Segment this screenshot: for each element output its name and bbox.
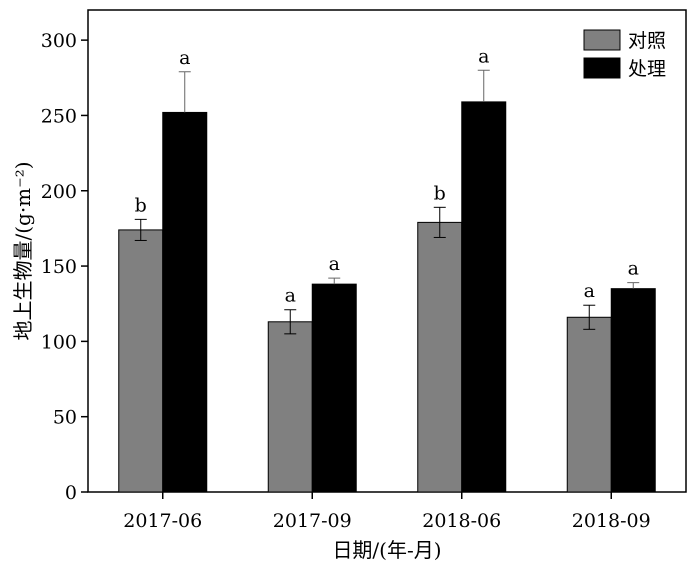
significance-label: a <box>628 258 639 280</box>
x-tick-label: 2017-09 <box>273 510 352 532</box>
y-axis-title: 地上生物量/(g·m⁻²) <box>11 161 35 340</box>
legend-swatch <box>583 57 621 79</box>
x-tick-label: 2018-09 <box>572 510 651 532</box>
significance-label: a <box>584 280 595 302</box>
x-axis-title: 日期/(年-月) <box>332 538 441 562</box>
y-tick-label: 0 <box>65 482 77 504</box>
bar <box>162 111 208 493</box>
bar <box>311 283 357 493</box>
y-tick-label: 200 <box>41 181 77 203</box>
y-tick-label: 150 <box>41 256 77 278</box>
bar <box>417 221 463 493</box>
plot-area: 0 50 100 150 200 250 300 2017-06 b a 2017-09 a a 2018… <box>41 9 687 532</box>
bar <box>267 321 313 493</box>
bar <box>610 288 656 493</box>
x-tick-label: 2017-06 <box>123 510 202 532</box>
legend-swatch <box>583 29 621 51</box>
significance-label: b <box>135 194 147 216</box>
legend-label: 对照 <box>628 30 666 52</box>
bar <box>461 101 507 493</box>
significance-label: b <box>434 182 446 204</box>
significance-label: a <box>285 285 296 307</box>
y-tick-label: 50 <box>53 407 77 429</box>
plot-frame <box>87 9 687 493</box>
significance-label: a <box>478 45 489 67</box>
bar <box>566 316 612 493</box>
legend-label: 处理 <box>628 58 666 80</box>
significance-label: a <box>179 47 190 69</box>
significance-label: a <box>329 253 340 275</box>
bar <box>118 229 164 493</box>
y-tick-label: 100 <box>41 331 77 353</box>
y-tick-label: 250 <box>41 105 77 127</box>
y-tick-label: 300 <box>41 30 77 52</box>
x-tick-label: 2018-06 <box>422 510 501 532</box>
